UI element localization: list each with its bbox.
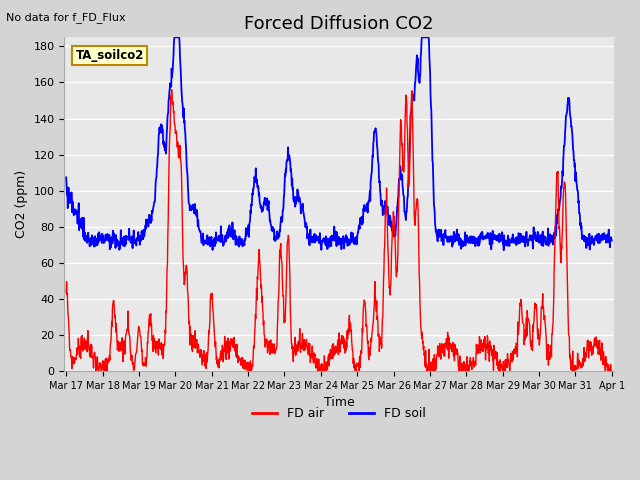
FD soil <box>608 238 616 243</box>
X-axis label: Time: Time <box>324 396 355 409</box>
FD air <box>465 368 473 374</box>
FD soil <box>544 237 552 243</box>
FD soil <box>495 231 503 237</box>
FD air <box>168 87 175 93</box>
FD air <box>544 351 552 357</box>
FD soil <box>62 175 70 180</box>
FD soil <box>424 35 432 40</box>
FD air <box>184 291 192 297</box>
Text: No data for f_FD_Flux: No data for f_FD_Flux <box>6 12 126 23</box>
Y-axis label: CO2 (ppm): CO2 (ppm) <box>15 170 28 238</box>
FD soil <box>500 247 508 253</box>
Line: FD soil: FD soil <box>66 37 612 250</box>
FD air <box>608 368 616 374</box>
Legend: FD air, FD soil: FD air, FD soil <box>247 402 431 425</box>
FD soil <box>245 234 253 240</box>
Line: FD air: FD air <box>66 90 612 371</box>
FD soil <box>170 35 178 41</box>
FD air <box>424 368 432 374</box>
FD air <box>496 359 504 364</box>
Text: TA_soilco2: TA_soilco2 <box>76 49 144 62</box>
FD soil <box>184 184 192 190</box>
Title: Forced Diffusion CO2: Forced Diffusion CO2 <box>244 15 434 33</box>
FD air <box>245 368 253 374</box>
FD air <box>62 289 70 295</box>
FD air <box>171 122 179 128</box>
FD soil <box>171 35 179 40</box>
